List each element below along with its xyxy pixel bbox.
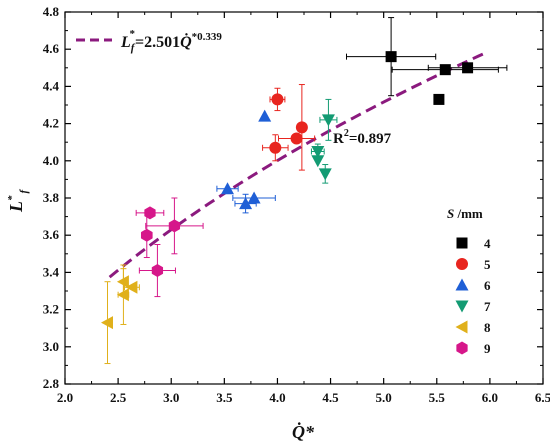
series-4 (345, 17, 508, 105)
data-point (462, 62, 474, 74)
r-squared-annotation: R2=0.897 (333, 128, 392, 147)
legend-marker-4 (456, 237, 468, 249)
data-point (116, 288, 129, 302)
data-point (100, 316, 113, 330)
legend-marker-8 (455, 320, 468, 334)
series-8 (100, 264, 140, 365)
r2-label: R (333, 131, 344, 147)
data-point (271, 93, 284, 106)
data-series (100, 17, 508, 365)
data-point (433, 93, 445, 105)
x-axis-title: Q̇* (292, 421, 315, 442)
series-7 (310, 98, 338, 184)
legend-marker-6 (455, 278, 469, 291)
legend-title-unit: /mm (454, 206, 483, 221)
x-tick-label: 3.0 (163, 390, 179, 405)
x-tick-label: 6.5 (535, 390, 550, 405)
fit-eq-body: =2.501 (135, 34, 180, 51)
legend-label-5: 5 (484, 257, 491, 272)
y-tick-label: 3.8 (43, 190, 60, 205)
x-tick-label: 4.5 (322, 390, 339, 405)
data-point (290, 132, 303, 145)
data-point (247, 191, 261, 204)
y-tick-label: 4.6 (43, 41, 60, 56)
legend-label-9: 9 (484, 341, 491, 356)
fit-eq-sub: f (131, 42, 136, 54)
legend-label-4: 4 (484, 236, 491, 251)
x-tick-label: 2.5 (110, 390, 127, 405)
y-tick-label: 3.0 (43, 339, 59, 354)
x-tick-labels: 2.0 2.5 3.0 3.5 4.0 4.5 5.0 5.5 6.0 6.5 (57, 390, 550, 405)
series-legend: S /mm 4 5 6 7 8 9 (447, 206, 491, 356)
data-point (269, 141, 282, 154)
legend-marker-5 (456, 258, 468, 270)
x-tick-label: 2.0 (57, 390, 73, 405)
legend-marker-9 (456, 341, 468, 355)
fit-curve-path (108, 51, 486, 279)
data-point (221, 182, 235, 195)
data-point (318, 168, 332, 181)
data-point (295, 121, 308, 134)
axis-ticks (64, 11, 544, 385)
fit-eq-l: L (120, 34, 131, 51)
y-tick-label: 3.6 (43, 227, 60, 242)
data-point (321, 114, 335, 127)
legend-label-6: 6 (484, 278, 491, 293)
series-9 (135, 197, 204, 298)
legend-label-7: 7 (484, 299, 491, 314)
data-point (311, 155, 325, 168)
legend-marker-7 (455, 300, 469, 313)
legend-title: S /mm (447, 206, 483, 221)
x-tick-label: 4.0 (269, 390, 285, 405)
series-5 (262, 84, 316, 171)
y-tick-label: 4.8 (43, 4, 60, 19)
y-tick-label: 3.4 (43, 264, 60, 279)
fit-legend: Lf*=2.501Q̇*0.339 (76, 28, 222, 54)
y-tick-label: 4.2 (43, 116, 59, 131)
data-point (239, 197, 253, 210)
fit-curve (108, 51, 486, 279)
y-tick-label: 3.2 (43, 302, 59, 317)
y-tick-label: 2.8 (43, 376, 60, 391)
legend-label-8: 8 (484, 320, 491, 335)
x-tick-label: 6.0 (482, 390, 498, 405)
x-tick-label: 5.0 (376, 390, 392, 405)
y-tick-label: 4.0 (43, 153, 59, 168)
fit-eq-exp: *0.339 (192, 31, 223, 43)
r2-exp: 2 (344, 128, 349, 139)
x-tick-label: 5.5 (429, 390, 446, 405)
data-point (439, 64, 451, 76)
y-tick-labels: 2.8 3.0 3.2 3.4 3.6 3.8 4.0 4.2 4.4 4.6 4.8 (43, 4, 60, 391)
data-point (125, 280, 138, 294)
r2-value: =0.897 (349, 131, 392, 147)
data-point (258, 109, 272, 122)
fit-eq-q: Q̇ (180, 32, 192, 51)
data-point (385, 51, 397, 63)
y-tick-label: 4.4 (43, 78, 60, 93)
data-point (168, 219, 181, 233)
data-point (141, 228, 153, 242)
legend-title-var: S (447, 206, 454, 221)
x-tick-label: 3.5 (216, 390, 233, 405)
y-axis-title: L*f (6, 189, 30, 214)
fit-equation: Lf*=2.501Q̇*0.339 (120, 28, 222, 54)
series-6 (216, 109, 276, 214)
data-point (151, 264, 164, 278)
data-point (311, 146, 325, 158)
